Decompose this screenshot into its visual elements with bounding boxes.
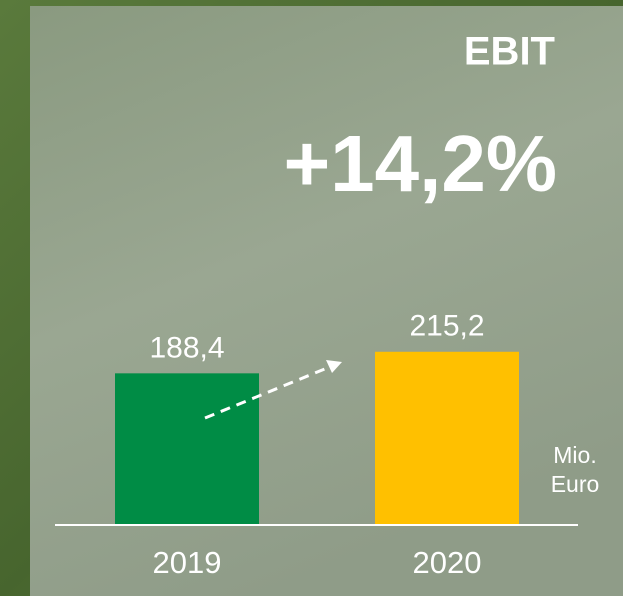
x-tick-label: 2020: [413, 545, 482, 580]
arrow-head: [326, 360, 342, 373]
chart-title: EBIT: [464, 30, 555, 74]
trend-arrow: [204, 364, 333, 420]
annotation: +14,2%: [283, 119, 557, 208]
value-label: 215,2: [409, 310, 484, 343]
bars: 188,4 2019 215,2 2020: [115, 310, 519, 580]
unit-label: Mio. Euro: [550, 442, 600, 497]
bar: [375, 351, 519, 525]
x-tick-label: 2019: [153, 545, 222, 580]
value-label: 188,4: [149, 331, 224, 364]
bar: [115, 373, 259, 525]
